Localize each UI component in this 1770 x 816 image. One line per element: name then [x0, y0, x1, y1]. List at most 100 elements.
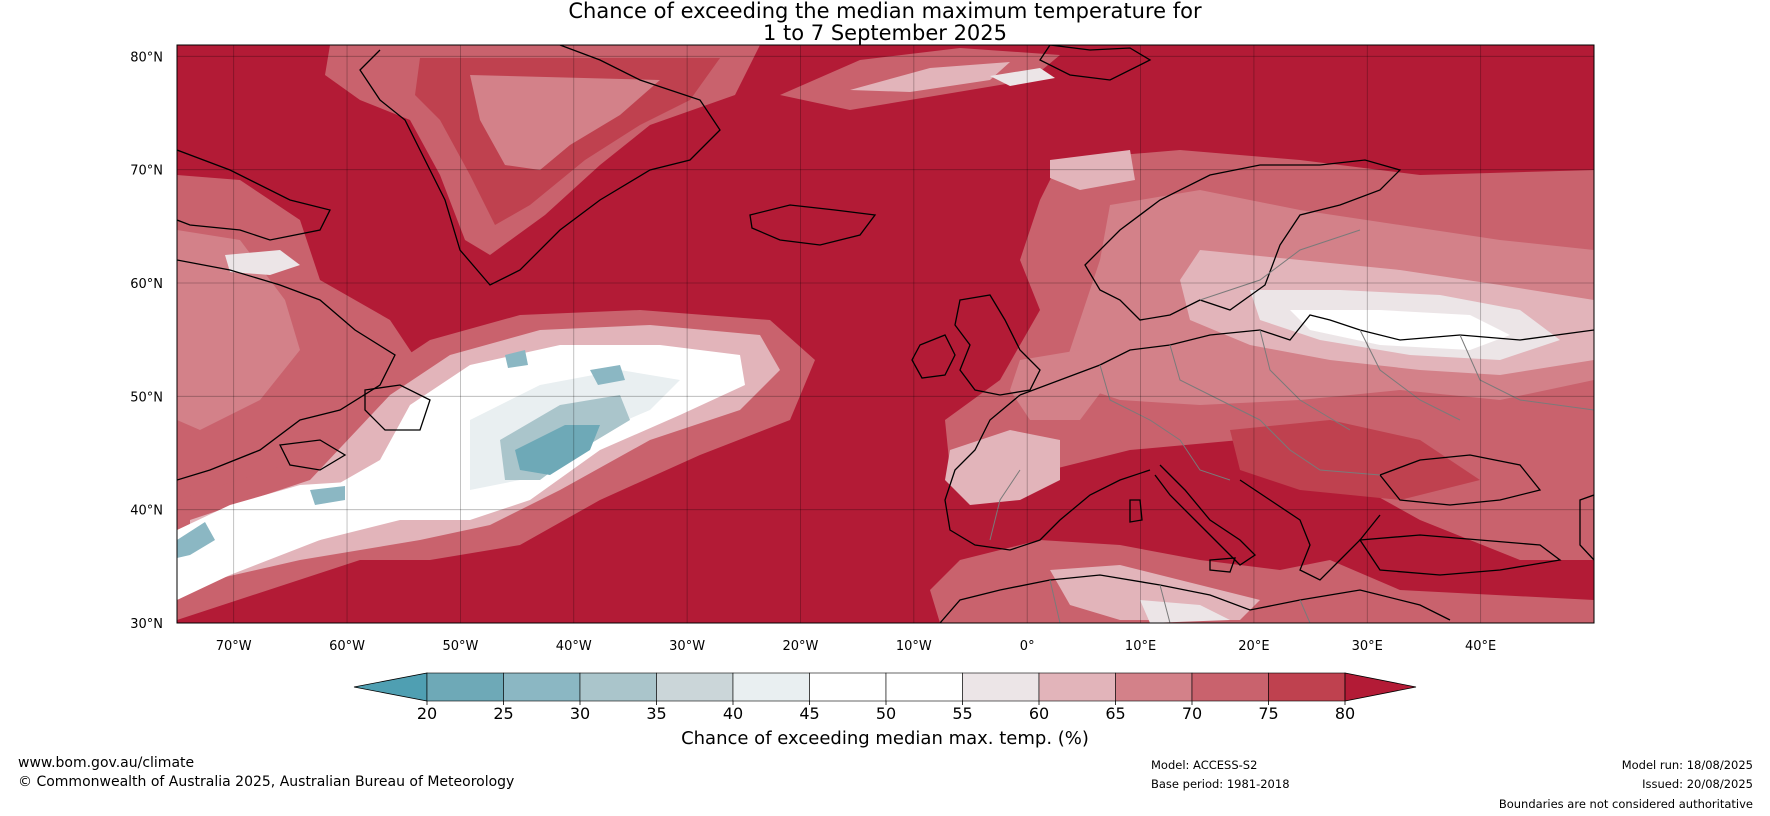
colorbar-segment: [732, 672, 810, 702]
colorbar-label: Chance of exceeding median max. temp. (%…: [681, 728, 1089, 749]
border-3: [1259, 329, 1351, 431]
border-4: [1359, 329, 1461, 421]
field-north-africa-white: [1140, 600, 1230, 623]
map-title-line2: 1 to 7 September 2025: [762, 21, 1008, 45]
field-atlantic-blob-2: [505, 350, 528, 368]
field-balkans-75: [1230, 420, 1480, 500]
field-france-65: [1010, 350, 1110, 420]
coast-north-africa: [939, 574, 1451, 623]
lon-labels: 70°W 60°W 50°W 40°W 30°W 20°W 10°W 0° 10°E 20°E 30…: [216, 639, 1497, 654]
border-8: [1179, 439, 1231, 481]
footer-model: Model: ACCESS-S2: [1151, 758, 1258, 772]
lon-label: 30°W: [669, 639, 705, 654]
field-north-africa-65: [1050, 565, 1260, 620]
coast-iceland: [749, 204, 877, 246]
lat-label: 80°N: [130, 50, 163, 65]
lon-label: 10°W: [896, 639, 932, 654]
colorbar-tick: 30: [570, 704, 590, 723]
map-title-line1: Chance of exceeding the median maximum t…: [568, 0, 1202, 23]
field-sw-blue: [177, 522, 215, 558]
colorbar-tick: 65: [1105, 704, 1125, 723]
colorbar-segment: [1038, 672, 1116, 702]
colorbar-tick: 60: [1029, 704, 1049, 723]
colorbar-segment: [1191, 672, 1269, 702]
map-field: [177, 45, 1594, 623]
coast-black-sea: [1378, 454, 1542, 506]
field-sw-white: [177, 480, 390, 600]
lat-label: 40°N: [130, 504, 163, 519]
footer-model-run: Model run: 18/08/2025: [1621, 758, 1753, 772]
colorbar-tick: 70: [1182, 704, 1202, 723]
border-12: [1299, 599, 1311, 623]
colorbar-segment: [503, 672, 581, 702]
colorbar-segment: [885, 672, 963, 702]
colorbar-extend-high: [1344, 672, 1417, 702]
footer-boundaries: Boundaries are not considered authoritat…: [1498, 797, 1753, 811]
coast-balkans-greece: [1239, 479, 1381, 581]
coast-ireland: [911, 334, 956, 379]
coastlines: [177, 45, 1594, 623]
field-europe-white: [1290, 310, 1510, 350]
field-iberia-65: [945, 430, 1060, 505]
field-atlantic-30: [515, 425, 600, 475]
border-10: [1049, 579, 1061, 623]
lon-label: 20°E: [1238, 639, 1269, 654]
coast-svalbard: [1039, 45, 1152, 81]
colorbar-segment: [1115, 672, 1193, 702]
field-iceland-60: [1050, 150, 1135, 190]
lon-label: 60°W: [329, 639, 365, 654]
lon-label: 30°E: [1352, 639, 1383, 654]
coast-greenland: [359, 45, 721, 286]
coast-turkey: [1358, 534, 1562, 576]
colorbar-tick: 45: [799, 704, 819, 723]
colorbar-tick: 75: [1258, 704, 1278, 723]
coast-france-iberia: [944, 394, 1151, 551]
graticule: [177, 45, 1594, 624]
colorbar-tick: 35: [646, 704, 666, 723]
footer-copyright: © Commonwealth of Australia 2025, Austra…: [18, 774, 515, 790]
country-borders: [989, 229, 1594, 623]
field-arctic-band-55: [990, 68, 1055, 86]
colorbar-segment: [426, 672, 504, 702]
colorbar-tick: 20: [417, 704, 437, 723]
footer-base-period: Base period: 1981-2018: [1151, 777, 1290, 791]
coast-britain: [954, 294, 1041, 396]
lat-label: 50°N: [130, 390, 163, 405]
map-frame: [176, 44, 1595, 624]
lat-labels: 80°N 70°N 60°N 50°N 40°N 30°N: [130, 50, 163, 632]
lon-label: 50°W: [442, 639, 478, 654]
border-11: [1159, 584, 1171, 623]
footer-url: www.bom.gov.au/climate: [18, 755, 195, 771]
lon-label: 40°E: [1465, 639, 1496, 654]
colorbar-tick: 25: [493, 704, 513, 723]
coast-caspian: [1579, 494, 1594, 561]
coast-labrador: [177, 259, 396, 481]
border-6: [1199, 229, 1361, 301]
coast-sicily: [1209, 557, 1236, 573]
field-atlantic-blob-1: [590, 365, 625, 385]
coast-italy: [1154, 464, 1257, 566]
colorbar-extend-low: [353, 672, 428, 702]
lon-label: 70°W: [216, 639, 252, 654]
footer-issued: Issued: 20/08/2025: [1642, 777, 1753, 791]
coast-europe-main: [1019, 314, 1594, 396]
lon-label: 20°W: [783, 639, 819, 654]
coast-nova-scotia: [279, 439, 347, 471]
colorbar-tick: 55: [952, 704, 972, 723]
colorbar-segment: [809, 672, 887, 702]
lat-label: 60°N: [130, 277, 163, 292]
colorbar-tick: 40: [723, 704, 743, 723]
border-7: [989, 469, 1021, 541]
field-hudson-white: [225, 250, 300, 275]
lat-label: 70°N: [130, 164, 163, 179]
lon-label: 0°: [1020, 639, 1035, 654]
colorbar-tick: 80: [1335, 704, 1355, 723]
coast-sardinia: [1129, 499, 1143, 523]
lon-label: 40°W: [556, 639, 592, 654]
border-1: [1099, 364, 1181, 441]
lon-label: 10°E: [1125, 639, 1156, 654]
colorbar-segment: [1268, 672, 1346, 702]
field-greenland-65: [470, 75, 660, 170]
field-arctic-band-65: [850, 62, 1010, 92]
